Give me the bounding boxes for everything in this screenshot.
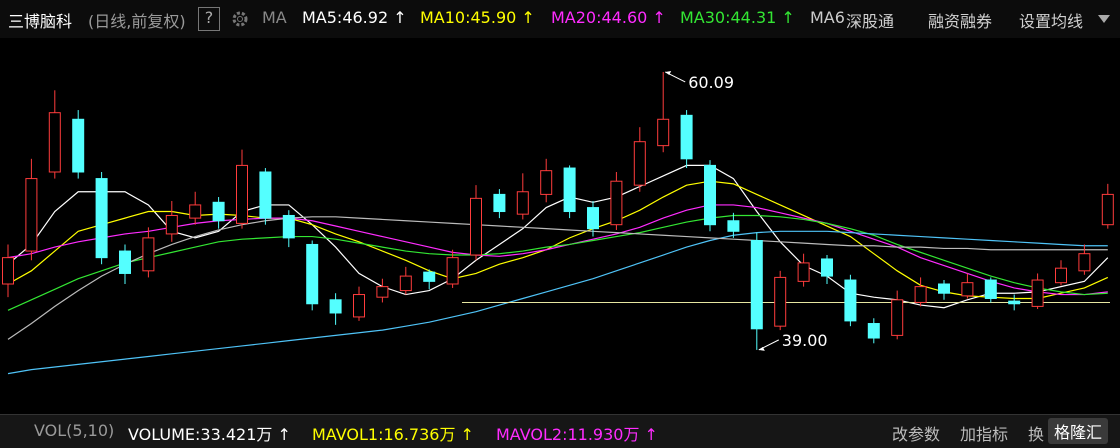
candle-body: [774, 276, 787, 327]
candle-body: [540, 170, 553, 195]
footer-menu[interactable]: 加指标: [960, 425, 1009, 444]
candle-body: [704, 164, 716, 226]
candle-body: [914, 286, 927, 303]
candle-body: [657, 118, 670, 147]
candle-body: [119, 250, 131, 274]
footer-menu[interactable]: 改参数: [892, 425, 941, 444]
candle-body: [610, 180, 623, 226]
candle-body: [516, 191, 529, 215]
footer-item: VOL(5,10): [34, 421, 115, 440]
candle-body: [212, 201, 225, 222]
ma-header: MA30:44.31 ↑: [680, 8, 795, 27]
annotation-label: 39.00: [782, 331, 828, 350]
header-bar: [0, 0, 1120, 38]
menu-item[interactable]: 融资融券: [928, 12, 993, 31]
ma-line: [7, 216, 1108, 340]
candle-body: [821, 258, 833, 277]
candle-body: [353, 294, 365, 318]
candle-body: [1031, 279, 1044, 307]
candle-body: [1101, 193, 1114, 226]
ma-line: [7, 180, 1109, 300]
candle-body: [797, 262, 810, 282]
ma-line: [7, 230, 1108, 375]
logo: 格隆汇: [1048, 418, 1109, 444]
annotation-arrowhead: [665, 70, 672, 75]
candle-body: [961, 282, 974, 297]
candle-body: [259, 171, 272, 219]
candle-body: [563, 167, 576, 213]
candle-body: [633, 141, 646, 186]
candle-body: [844, 279, 857, 322]
candle-body: [1008, 300, 1021, 305]
candle-body: [2, 257, 14, 285]
candle-body: [867, 323, 880, 339]
candle-body: [72, 118, 85, 173]
ma-line: [7, 214, 1108, 311]
ma-header: MA5:46.92 ↑: [302, 8, 407, 27]
annotation-label: 60.09: [688, 73, 734, 92]
candle-body: [282, 214, 295, 239]
footer-menu[interactable]: 换: [1028, 425, 1045, 444]
candle-body: [750, 240, 763, 330]
candle-body: [142, 237, 155, 272]
candle-body: [376, 286, 389, 298]
candle-body: [984, 279, 997, 299]
subtitle: (日线,前复权): [88, 12, 186, 31]
annotation-arrowhead: [758, 346, 765, 351]
footer-bar: [0, 414, 1120, 448]
ma-line: [7, 164, 1109, 309]
candle-body: [938, 283, 950, 294]
candle-body: [446, 257, 459, 285]
gear-icon[interactable]: [230, 9, 250, 29]
footer-item: MAVOL1:16.736万 ↑: [312, 425, 474, 444]
candle-body: [1055, 267, 1067, 284]
candle-body: [236, 164, 248, 224]
ma-header: MA20:44.60 ↑: [551, 8, 666, 27]
candle-body: [680, 114, 693, 160]
help-button[interactable]: ?: [198, 7, 220, 31]
candle-body: [727, 220, 740, 232]
ma-header: MA10:45.90 ↑: [420, 8, 535, 27]
candle-body: [48, 112, 61, 173]
candle-body: [399, 275, 412, 292]
ma-line: [7, 204, 1108, 296]
footer-item: VOLUME:33.421万 ↑: [128, 425, 291, 444]
menu-item[interactable]: 设置均线: [1019, 12, 1084, 31]
candle-body: [25, 178, 38, 252]
candle-body: [587, 207, 599, 230]
candle-body: [189, 204, 202, 219]
candle-body: [891, 299, 904, 336]
footer-item: MAVOL2:11.930万 ↑: [496, 425, 658, 444]
candle-body: [493, 193, 506, 213]
candle-body: [1078, 253, 1091, 272]
candle-body: [306, 243, 319, 305]
candle-body: [329, 299, 342, 314]
menu-item[interactable]: 深股通: [846, 12, 895, 31]
ma-header: MA6: [810, 8, 845, 27]
candle-body: [423, 271, 436, 282]
ma-label: MA: [262, 8, 287, 27]
candle-body: [95, 178, 108, 259]
candle-body: [470, 197, 482, 256]
dropdown-icon[interactable]: [1098, 15, 1110, 25]
stock-name: 三博脑科: [8, 12, 73, 31]
candle-body: [165, 214, 178, 235]
